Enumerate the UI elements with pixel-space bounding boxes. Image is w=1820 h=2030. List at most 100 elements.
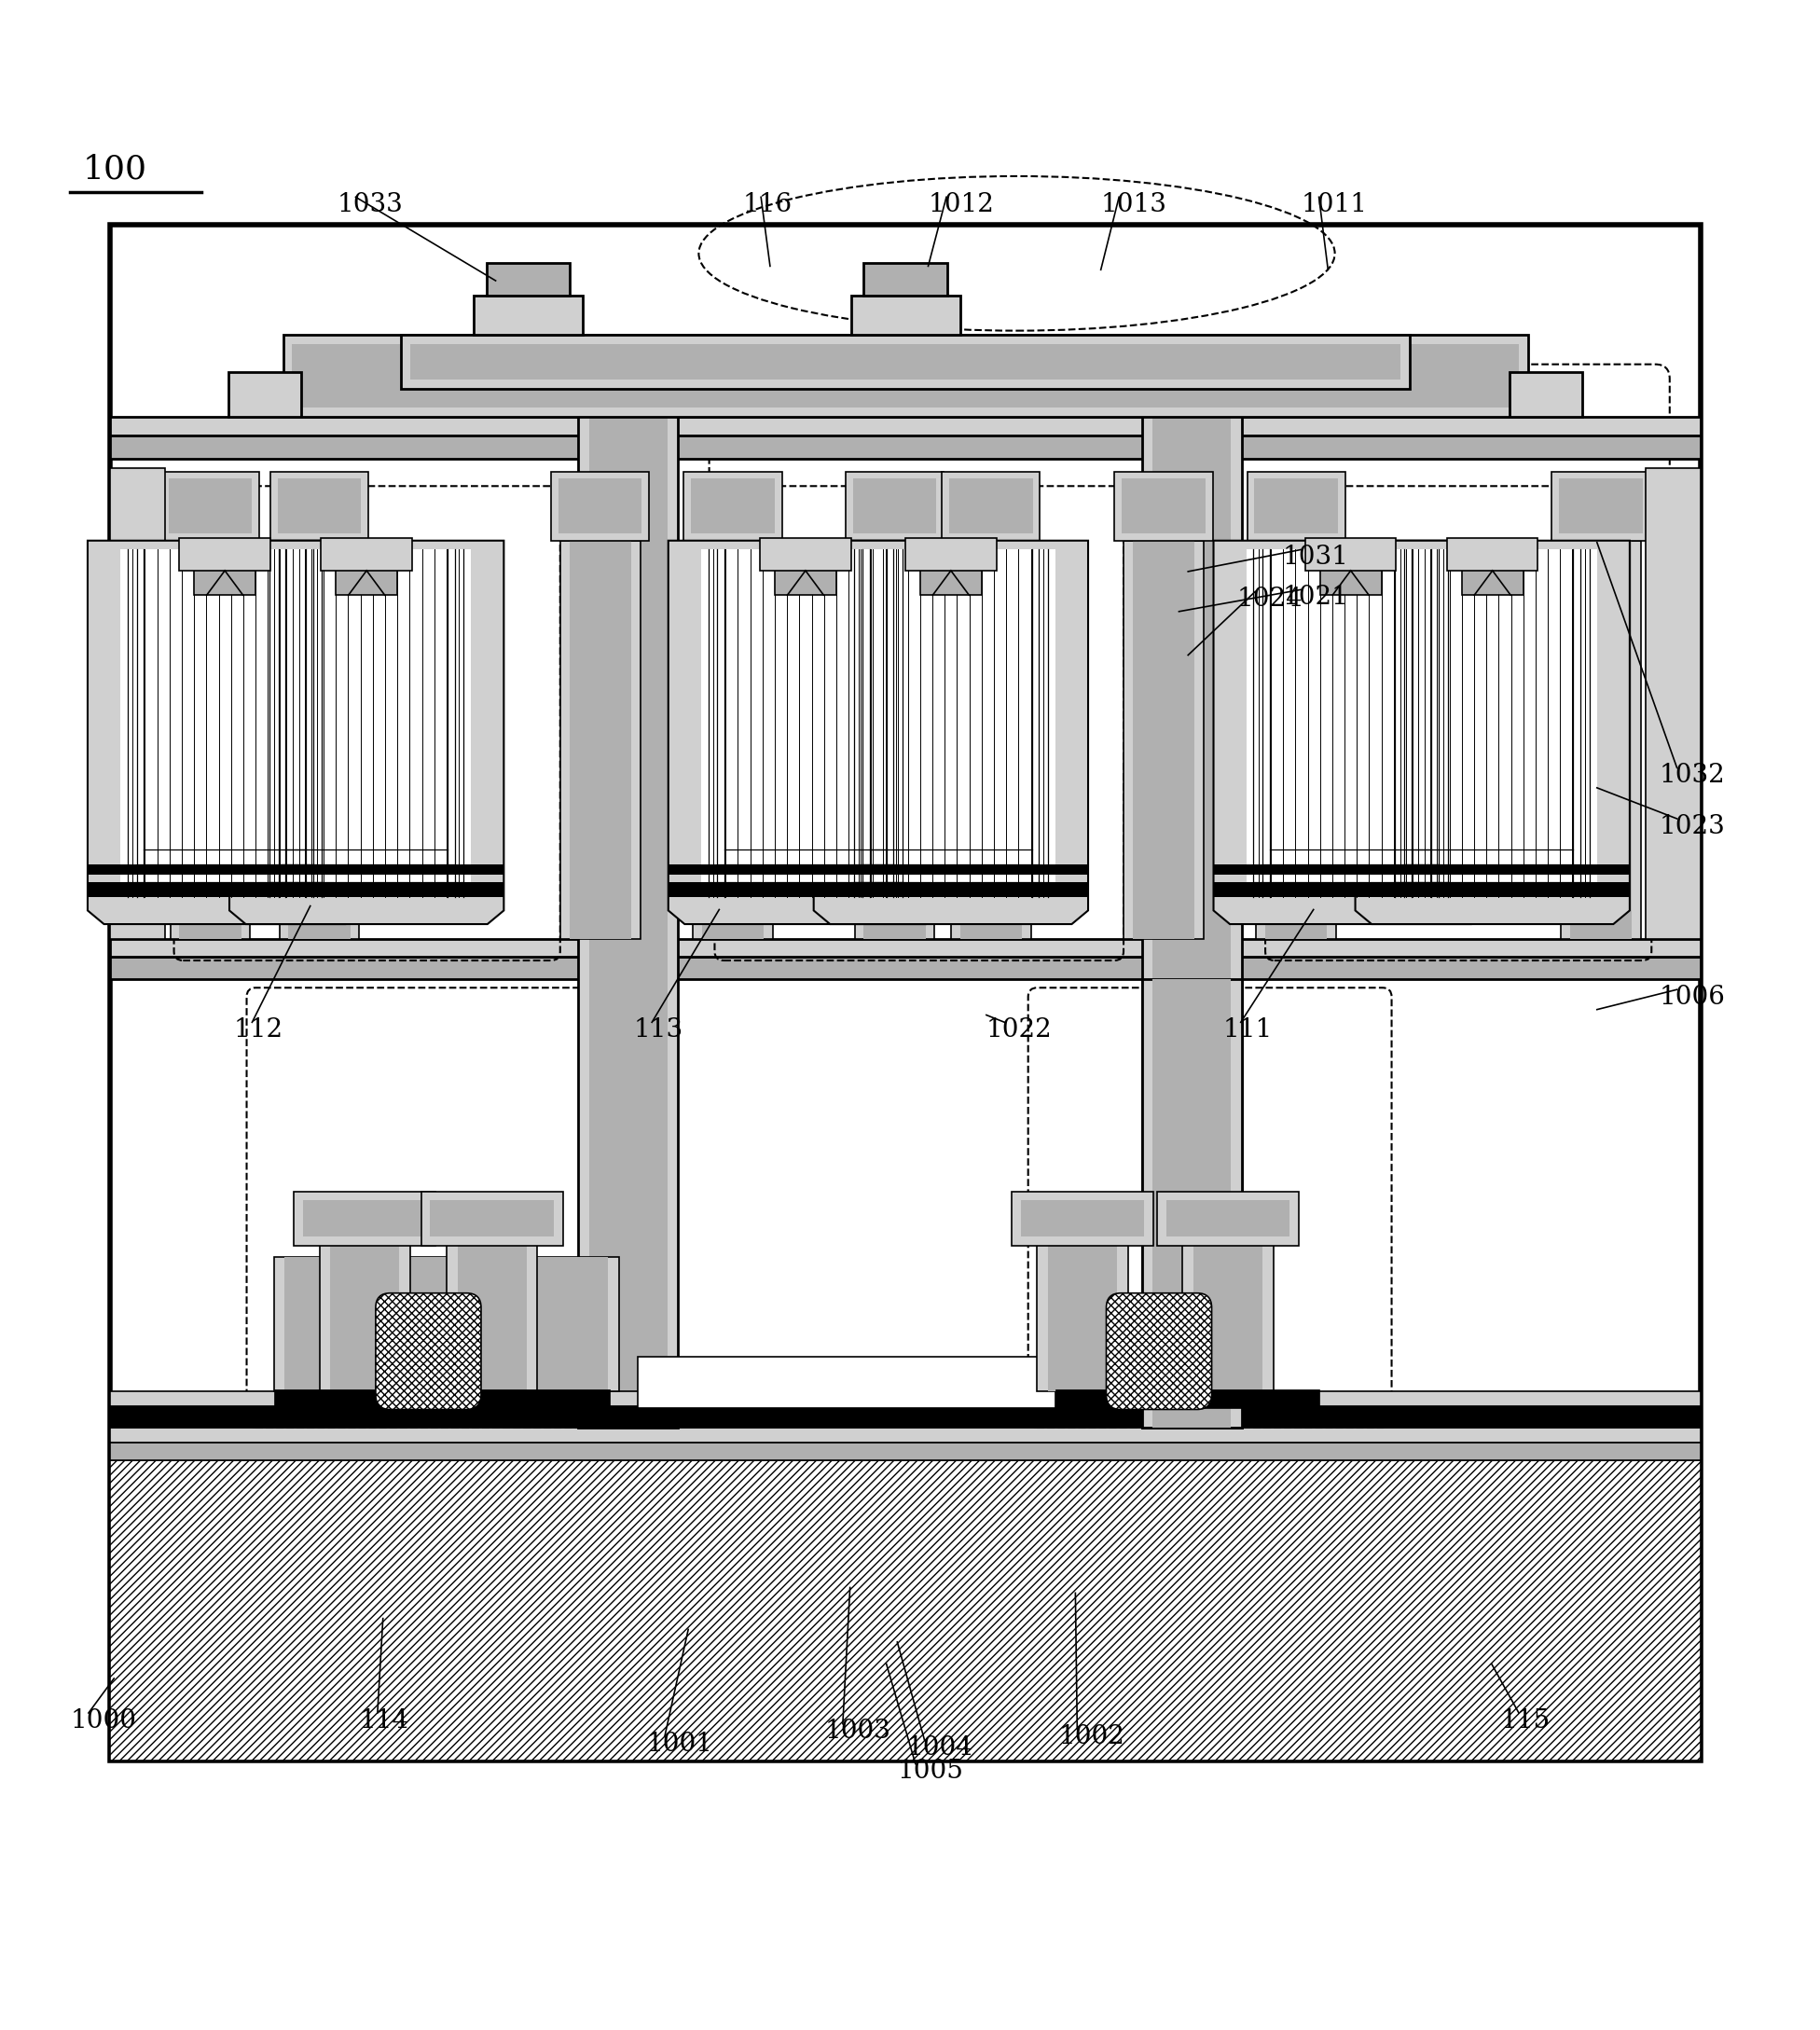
Bar (1141, 335, 1241, 1427)
Text: 1011: 1011 (1301, 193, 1367, 217)
Bar (668, 883, 943, 897)
Bar (1254, 479, 1338, 534)
Bar (1167, 1200, 1290, 1236)
Bar (400, 335, 1410, 388)
Bar (701, 550, 910, 897)
Bar (282, 335, 1529, 416)
Text: 1022: 1022 (986, 1017, 1052, 1043)
Bar (1461, 568, 1523, 595)
Bar (1320, 568, 1381, 595)
Bar (229, 865, 504, 875)
Bar (852, 294, 959, 335)
Text: 1031: 1031 (1283, 544, 1349, 570)
FancyBboxPatch shape (1107, 1293, 1212, 1409)
Bar (229, 371, 300, 416)
Bar (329, 1218, 399, 1391)
Bar (1132, 540, 1194, 938)
Bar (162, 471, 260, 540)
Bar (761, 538, 852, 570)
Bar (1560, 540, 1640, 938)
Bar (1214, 883, 1489, 897)
Text: 1006: 1006 (1658, 985, 1725, 1009)
Bar (1256, 540, 1336, 938)
Bar (1305, 538, 1396, 570)
Bar (111, 938, 1700, 956)
Bar (941, 471, 1039, 540)
Text: 1005: 1005 (897, 1758, 963, 1784)
Bar (420, 1192, 562, 1246)
Bar (1123, 540, 1203, 938)
Bar (320, 538, 411, 570)
Bar (693, 540, 773, 938)
Bar (703, 540, 764, 938)
Bar (570, 540, 632, 938)
Bar (1183, 1218, 1274, 1391)
Bar (111, 1391, 1700, 1407)
Polygon shape (668, 540, 943, 924)
Bar (959, 540, 1021, 938)
Text: 116: 116 (743, 193, 792, 217)
Bar (473, 294, 582, 335)
Bar (302, 1200, 426, 1236)
Bar (1645, 467, 1700, 938)
Bar (273, 1389, 610, 1407)
Bar (111, 956, 1700, 978)
Bar (864, 262, 946, 294)
Text: 1024: 1024 (1238, 587, 1303, 611)
Bar (111, 467, 166, 938)
Bar (120, 550, 329, 897)
Bar (684, 471, 783, 540)
Bar (457, 1218, 526, 1391)
Bar (864, 540, 925, 938)
Bar (1247, 471, 1345, 540)
Bar (1356, 865, 1629, 875)
Bar (180, 540, 242, 938)
Bar (948, 479, 1032, 534)
Bar (293, 1192, 435, 1246)
Bar (87, 883, 362, 897)
Bar (111, 434, 1700, 459)
Bar (273, 1257, 619, 1391)
Bar (1356, 883, 1629, 897)
Bar (111, 1427, 1700, 1441)
Text: 1021: 1021 (1283, 585, 1349, 609)
Bar (1012, 1192, 1154, 1246)
Bar (854, 479, 935, 534)
Bar (87, 865, 362, 875)
Bar (111, 416, 1700, 434)
Bar (111, 1460, 1700, 1760)
Bar (1158, 1192, 1299, 1246)
Bar (950, 540, 1030, 938)
Bar (637, 1356, 1056, 1407)
Polygon shape (87, 540, 362, 924)
Bar (1194, 1218, 1263, 1391)
Bar (271, 471, 368, 540)
FancyBboxPatch shape (375, 1293, 480, 1409)
Bar (288, 540, 349, 938)
Text: 1013: 1013 (1101, 193, 1167, 217)
Text: 1032: 1032 (1658, 763, 1725, 788)
Bar (668, 865, 943, 875)
Bar (590, 335, 668, 1427)
Bar (1056, 1389, 1319, 1407)
Bar (1037, 1218, 1128, 1391)
Bar (1021, 1200, 1145, 1236)
Bar (692, 479, 775, 534)
Text: 113: 113 (633, 1017, 682, 1043)
Bar (551, 471, 650, 540)
Bar (1152, 335, 1230, 1427)
Bar (561, 540, 641, 938)
Bar (1569, 540, 1631, 938)
Bar (1121, 479, 1205, 534)
Text: 1003: 1003 (824, 1719, 890, 1744)
Bar (229, 883, 504, 897)
Text: 1002: 1002 (1059, 1723, 1125, 1750)
Polygon shape (1356, 540, 1629, 924)
Bar (1511, 371, 1582, 416)
Bar (906, 538, 996, 570)
Bar (335, 568, 397, 595)
Text: 100: 100 (84, 154, 147, 185)
Text: 1023: 1023 (1658, 814, 1725, 838)
Bar (171, 540, 251, 938)
Text: 1000: 1000 (71, 1707, 136, 1734)
